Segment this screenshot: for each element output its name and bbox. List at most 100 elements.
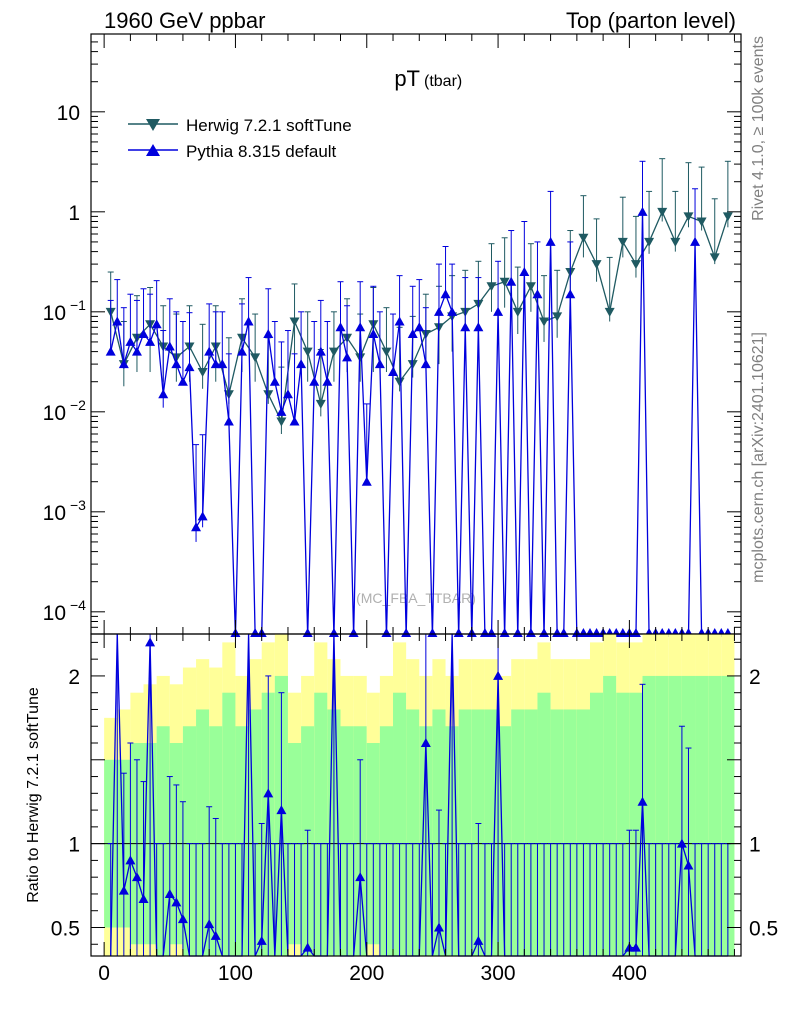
data-point	[565, 289, 576, 299]
ratio-band-inner	[511, 709, 525, 956]
main-y-tick-label: 10	[43, 402, 66, 425]
ratio-band-inner	[196, 709, 210, 956]
data-point	[604, 307, 615, 317]
x-tick-label: 300	[481, 962, 516, 985]
data-point	[637, 206, 648, 216]
ratio-point	[676, 838, 687, 848]
data-point	[138, 329, 149, 338]
data-point	[433, 306, 444, 316]
ratio-band-inner	[603, 675, 617, 956]
data-point	[131, 346, 142, 356]
data-point	[361, 476, 372, 486]
header-right: Top (parton level)	[566, 8, 736, 33]
data-point	[112, 316, 123, 326]
ratio-point	[204, 919, 215, 929]
data-point	[289, 416, 300, 426]
data-point	[158, 389, 169, 399]
data-point	[506, 276, 517, 286]
data-point	[394, 377, 405, 387]
data-point	[460, 322, 471, 332]
data-point	[164, 341, 175, 351]
data-point	[657, 207, 668, 217]
main-series	[105, 158, 733, 637]
ratio-point	[493, 670, 504, 680]
ratio-band-inner	[458, 709, 472, 956]
data-point	[381, 347, 392, 357]
data-point	[447, 306, 458, 316]
data-point	[644, 237, 655, 247]
data-point	[519, 267, 530, 277]
ratio-y-tick-label-right: 0.5	[749, 917, 778, 940]
data-point	[525, 628, 536, 637]
ratio-frame	[90, 633, 742, 957]
data-point	[512, 307, 523, 317]
data-point	[368, 329, 379, 338]
data-point	[584, 628, 595, 637]
series-line	[110, 210, 729, 424]
data-point	[670, 237, 681, 247]
main-panel: pT (tbar) (MC_FBA_TTBAR) 10−410−310 −210−…	[43, 33, 742, 637]
ratio-point	[276, 805, 287, 815]
main-y-tick-label: 10	[43, 302, 66, 325]
ratio-point	[256, 935, 267, 945]
ratio-band-inner	[695, 675, 709, 956]
data-point	[282, 389, 293, 399]
data-point	[328, 347, 339, 357]
data-point	[690, 236, 701, 246]
data-point	[388, 367, 399, 377]
data-point	[493, 306, 504, 316]
ratio-band-inner	[524, 709, 538, 956]
ratio-band-inner	[668, 675, 682, 956]
ratio-point	[125, 855, 136, 865]
main-y-tick-label: 1	[68, 202, 80, 225]
data-point	[512, 628, 523, 637]
ratio-band-inner	[406, 709, 420, 956]
legend-entry-herwig: Herwig 7.2.1 softTune	[128, 116, 352, 135]
data-point	[237, 346, 248, 356]
data-point	[578, 233, 589, 243]
data-point	[696, 217, 707, 227]
chart-title: pT	[394, 66, 420, 91]
data-point	[552, 628, 563, 637]
main-y-tick-exponent: −2	[70, 397, 86, 413]
data-point	[479, 628, 490, 637]
data-point	[171, 359, 182, 369]
main-y-tick-label: 10	[57, 102, 80, 125]
ratio-band-inner	[616, 692, 630, 956]
data-point	[709, 253, 720, 263]
chart-title-main: pT	[394, 66, 420, 91]
data-point	[591, 628, 602, 637]
data-point	[302, 628, 313, 637]
ratio-band	[104, 634, 735, 956]
ratio-point	[177, 914, 188, 924]
series-pythia	[105, 160, 733, 637]
data-point	[539, 628, 550, 637]
ratio-band-inner	[563, 709, 577, 956]
x-tick-label: 100	[218, 962, 253, 985]
ratio-band-inner	[340, 726, 354, 956]
header-left: 1960 GeV ppbar	[104, 8, 265, 33]
data-point	[683, 212, 694, 222]
data-point	[289, 317, 300, 327]
data-point	[578, 628, 589, 637]
ratio-point	[145, 637, 156, 647]
data-point	[440, 289, 451, 299]
ratio-point	[355, 872, 366, 882]
ratio-band-inner	[156, 726, 170, 956]
data-point	[617, 237, 628, 247]
data-point	[197, 511, 208, 521]
side-label-mcplots: mcplots.cern.ch [arXiv:2401.10621]	[750, 332, 767, 583]
ratio-y-axis: 0.5 0.5 1 1 2 2	[51, 641, 778, 945]
data-point	[499, 628, 510, 637]
data-point	[263, 329, 274, 338]
chart-title-sub: (tbar)	[424, 73, 462, 90]
data-point	[296, 359, 307, 369]
ratio-point	[302, 942, 313, 952]
data-point	[342, 352, 353, 362]
data-point	[539, 317, 550, 327]
ratio-point	[171, 897, 182, 907]
ratio-point	[263, 788, 274, 798]
data-point	[420, 359, 431, 369]
data-point	[355, 353, 366, 363]
ratio-band-inner	[379, 726, 394, 956]
